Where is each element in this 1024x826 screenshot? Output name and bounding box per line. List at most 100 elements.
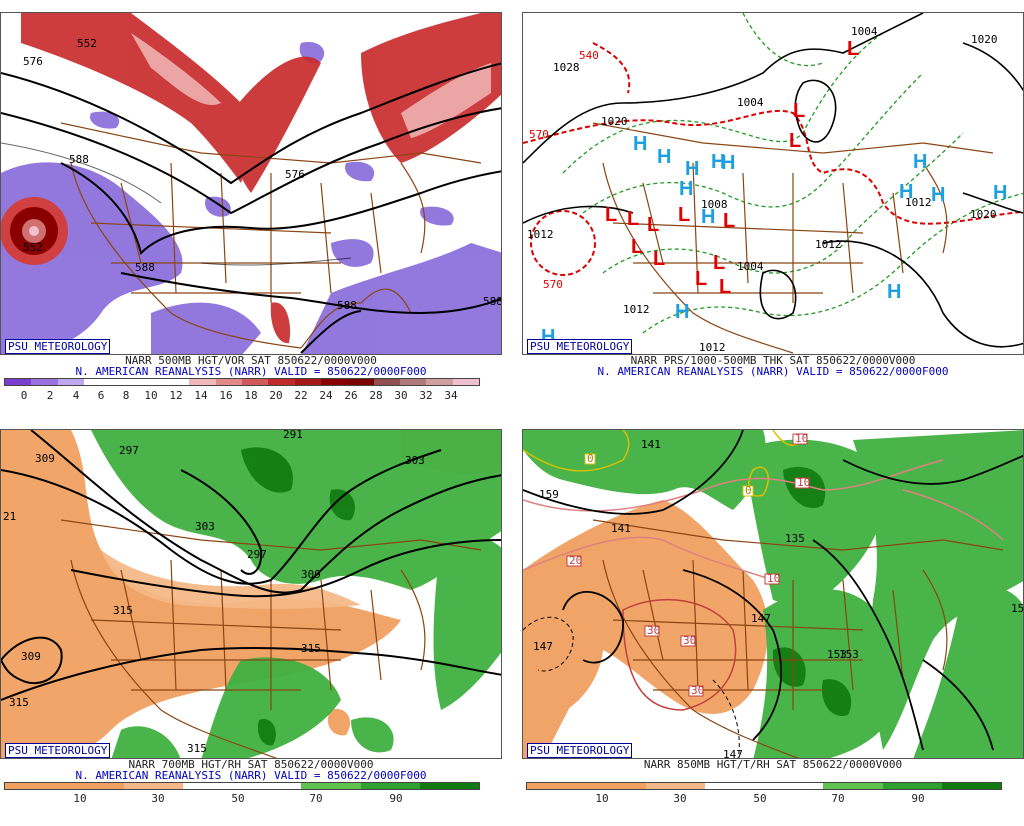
panel-title: NARR 850MB HGT/T/RH SAT 850622/0000V000 — [643, 758, 903, 771]
psu-meteorology-badge: PSU METEOROLOGY — [527, 743, 633, 758]
contour-label: 570 — [529, 128, 549, 141]
contour-label: 1012 — [815, 238, 842, 251]
contour-label: 1004 — [851, 25, 878, 38]
temp-label-box: 10 — [792, 432, 808, 445]
contour-label: 309 — [21, 650, 41, 663]
vorticity-color-bar — [4, 378, 480, 386]
contour-label: 297 — [247, 548, 267, 561]
contour-label: 147 — [751, 612, 771, 625]
svg-text:30: 30 — [691, 684, 704, 697]
contour-label: 159 — [539, 488, 559, 501]
contour-label: 153 — [827, 648, 847, 661]
contour-label: 303 — [405, 454, 425, 467]
contour-label: 1004 — [737, 96, 764, 109]
contour-label: 303 — [195, 520, 215, 533]
svg-text:0: 0 — [587, 452, 594, 465]
svg-text:10: 10 — [767, 572, 780, 585]
contour-label: 588 — [69, 153, 89, 166]
map-pressure: 1004 1012 1028 1020 1012 1008 1004 1012 … — [522, 12, 1024, 355]
rh-color-bar — [4, 782, 480, 790]
panel-title: NARR PRS/1000-500MB THK SAT 850622/0000V… — [630, 354, 916, 367]
low-pressure-symbol: L — [631, 236, 643, 258]
high-pressure-symbol: H — [931, 184, 945, 206]
temp-label-box: 0 — [742, 484, 754, 497]
contour-label: 297 — [119, 444, 139, 457]
contour-label: 291 — [283, 430, 303, 441]
map-700mb: 309 297 291 303 303 297 309 315 309 315 … — [0, 429, 502, 759]
contour-label: 315 — [301, 642, 321, 655]
panel-title: NARR 700MB HGT/RH SAT 850622/0000V000 — [128, 758, 374, 771]
contour-label: 576 — [285, 168, 305, 181]
high-pressure-symbol: H — [887, 281, 901, 303]
temp-label-box: 10 — [794, 476, 810, 489]
contour-label: 1012 — [699, 341, 726, 354]
contour-label: 1012 — [527, 228, 554, 241]
high-pressure-symbol: H — [899, 181, 913, 203]
contour-label: 540 — [579, 49, 599, 62]
contour-label: 1020 — [601, 115, 628, 128]
map-850mb: 141 159 153 135 147 147 153 147 141 15 0… — [522, 429, 1024, 759]
high-pressure-symbol: H — [633, 133, 647, 155]
contour-label: 1012 — [623, 303, 650, 316]
contour-label: 588 — [337, 299, 357, 312]
low-pressure-symbol: L — [789, 130, 801, 152]
rh-scale-ticks: 10 30 50 70 90 — [595, 792, 925, 805]
svg-text:0: 0 — [745, 484, 752, 497]
high-pressure-symbol: H — [657, 146, 671, 168]
high-pressure-symbol: H — [675, 301, 689, 323]
contour-label: 309 — [35, 452, 55, 465]
psu-meteorology-badge: PSU METEOROLOGY — [5, 339, 111, 354]
low-pressure-symbol: L — [713, 252, 725, 274]
low-pressure-symbol: L — [847, 38, 859, 60]
svg-text:30: 30 — [647, 624, 660, 637]
svg-text:10: 10 — [795, 432, 808, 445]
contour-label: 147 — [723, 748, 743, 759]
contour-label: 147 — [533, 640, 553, 653]
panel-850mb-temp-rh: 141 159 153 135 147 147 153 147 141 15 0… — [522, 417, 1024, 826]
low-pressure-symbol: L — [605, 204, 617, 226]
high-pressure-symbol: H — [993, 182, 1007, 204]
temp-label-box: 10 — [764, 572, 780, 585]
contour-label: 141 — [641, 438, 661, 451]
map-500mb: 552 576 588 588 588 588 576 552 PSU METE… — [0, 12, 502, 355]
contour-label: 135 — [785, 532, 805, 545]
svg-text:30: 30 — [683, 634, 696, 647]
panel-valid-line: N. AMERICAN REANALYSIS (NARR) VALID = 85… — [75, 365, 427, 378]
panel-valid-line: N. AMERICAN REANALYSIS (NARR) VALID = 85… — [597, 365, 949, 378]
rh-scale-ticks: 10 30 50 70 90 — [73, 792, 403, 805]
psu-meteorology-badge: PSU METEOROLOGY — [5, 743, 111, 758]
panel-700mb-rh: 309 297 291 303 303 297 309 315 309 315 … — [0, 417, 502, 826]
low-pressure-symbol: L — [678, 204, 690, 226]
contour-label: 1020 — [970, 208, 997, 221]
temp-label-box: 30 — [688, 684, 704, 697]
low-pressure-symbol: L — [627, 208, 639, 230]
contour-label: 552 — [23, 241, 43, 254]
contour-label: 588 — [135, 261, 155, 274]
low-pressure-symbol: L — [653, 248, 665, 270]
contour-label: 552 — [77, 37, 97, 50]
contour-label: 1004 — [737, 260, 764, 273]
low-pressure-symbol: L — [723, 210, 735, 232]
contour-label: 570 — [543, 278, 563, 291]
contour-label: 1020 — [971, 33, 998, 46]
temp-label-box: 30 — [644, 624, 660, 637]
high-pressure-symbol: H — [913, 151, 927, 173]
high-pressure-symbol: H — [679, 178, 693, 200]
low-pressure-symbol: L — [719, 276, 731, 298]
contour-label: 21 — [3, 510, 16, 523]
panel-title: NARR 500MB HGT/VOR SAT 850622/0000V000 — [125, 354, 377, 367]
contour-label: 576 — [23, 55, 43, 68]
high-pressure-symbol: H — [721, 152, 735, 174]
panel-500mb-vorticity: 552 576 588 588 588 588 576 552 PSU METE… — [0, 0, 502, 409]
high-pressure-symbol: H — [711, 151, 725, 173]
temp-label-box: 30 — [680, 634, 696, 647]
high-pressure-symbol: H — [701, 206, 715, 228]
contour-label: 588 — [483, 295, 502, 308]
contour-label: 315 — [9, 696, 29, 709]
contour-label: 315 — [113, 604, 133, 617]
contour-label: 1012 — [905, 196, 932, 209]
contour-label: 141 — [611, 522, 631, 535]
svg-text:10: 10 — [797, 476, 810, 489]
low-pressure-symbol: L — [793, 100, 805, 122]
high-pressure-symbol: H — [685, 158, 699, 180]
